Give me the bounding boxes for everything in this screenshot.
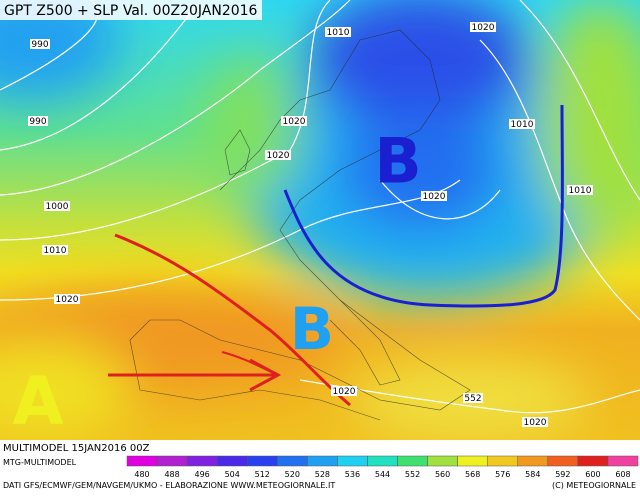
run-label: MULTIMODEL 15JAN2016 00Z [3,443,150,454]
map-field [0,0,640,440]
colorbar-label: 488 [164,470,179,479]
isobar-label-bg [470,22,496,32]
isobar-label: 1000 [46,202,69,212]
colorbar-label: 560 [435,470,450,479]
isobar-label-bg [331,386,357,396]
colorbar-label: 600 [585,470,600,479]
colorbar-label: 512 [255,470,270,479]
isobar-label: 1010 [511,120,534,130]
isobar-label-bg [44,201,70,211]
isobar-label-bg [28,116,48,126]
isobar-label: 990 [31,40,48,50]
isobar-label-bg [509,119,535,129]
colorbar-label: 480 [134,470,149,479]
isobar-label: 1020 [56,295,79,305]
colorbar-swatch [487,455,519,467]
isobar-label-bg [325,27,351,37]
source-label: MTG-MULTIMODEL [3,458,77,467]
colorbar-label: 552 [405,470,420,479]
colorbar-swatch [277,455,308,467]
colorbar-label: 504 [225,470,240,479]
colorbar-label: 584 [525,470,540,479]
colorbar-swatch [367,455,398,467]
colorbar-label: 592 [555,470,570,479]
isobar-label: 1010 [327,28,350,38]
colorbar-swatch [246,455,278,467]
pressure-center: B [374,124,421,197]
isobar-label: 1020 [524,418,547,428]
isobar-labels: 990 990 1010 1020 1020 1020 1010 1000 1010 1020 10… [28,22,593,428]
map-title: GPT Z500 + SLP Val. 00Z20JAN2016 [4,3,258,19]
colorbar-swatch [307,455,338,467]
isobar-label-bg [522,417,548,427]
colorbar-swatch [517,455,549,467]
isobar-label-bg [54,294,80,304]
colorbar-swatch [186,455,218,467]
colorbar-swatch [216,455,248,467]
colorbar-swatch [607,455,639,467]
colorbar-label: 568 [465,470,480,479]
isobar-label: 1010 [44,246,67,256]
colorbar-swatch [457,455,488,467]
colorbar-swatch [126,455,158,467]
copyright: (C) METEOGIORNALE [552,481,636,490]
colorbar: 480 488 496 504 512 520 528 536 544 552 560 568 576 5… [126,455,639,479]
colorbar-label: 608 [615,470,630,479]
colorbar-label: 520 [285,470,300,479]
isobar-label: 552 [464,394,481,404]
isobar-label-bg [281,116,307,126]
isobar-label: 1020 [423,192,446,202]
isobar-label: 1020 [333,387,356,397]
colorbar-swatch [337,455,368,467]
isobar-label: 1010 [569,186,592,196]
pressure-center: B [290,295,334,363]
colorbar-label: 528 [315,470,330,479]
isobar-label: 1020 [267,151,290,161]
isobar-label-bg [421,191,447,201]
colorbar-label: 544 [375,470,390,479]
footer-bg [0,440,640,493]
pressure-centers: B B A [12,124,421,439]
colorbar-swatch [577,455,609,467]
isobar-label-bg [463,393,483,403]
colorbar-swatch [156,455,188,467]
isobar-label: 1020 [283,117,306,127]
title-box [0,0,262,20]
colorbar-label: 536 [345,470,360,479]
pressure-center: A [12,363,63,440]
colorbar-swatch [427,455,458,467]
colorbar-swatch [397,455,428,467]
colorbar-label: 576 [495,470,510,479]
isobar-label: 1020 [472,23,495,33]
isobar-label-bg [30,39,50,49]
colorbar-swatch [547,455,579,467]
isobar-label: 990 [29,117,46,127]
isobar-label-bg [265,150,291,160]
colorbar-label: 496 [195,470,210,479]
credits: DATI GFS/ECMWF/GEM/NAVGEM/UKMO - ELABORA… [3,481,335,490]
isobar-label-bg [567,185,593,195]
isobar-label-bg [42,245,68,255]
